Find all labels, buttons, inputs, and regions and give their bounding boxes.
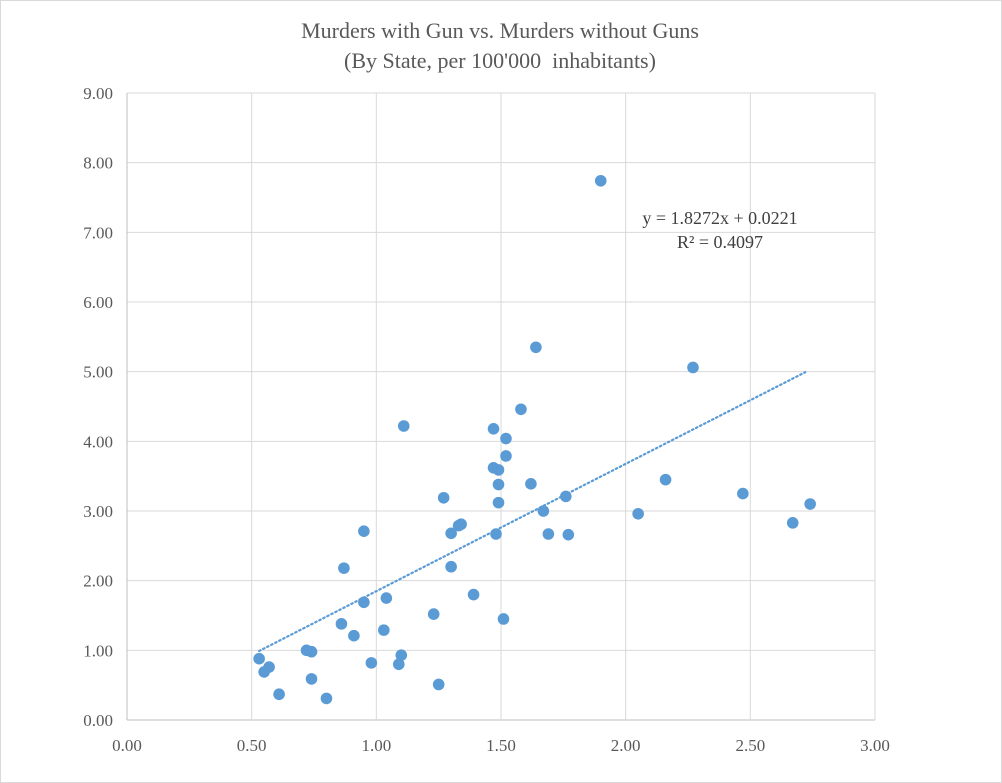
data-point — [560, 490, 572, 503]
data-point — [487, 422, 500, 435]
y-tick-label: 1.00 — [83, 641, 113, 660]
data-point — [338, 562, 350, 574]
trendline-r-squared: R² = 0.4097 — [677, 232, 763, 252]
data-point — [492, 478, 505, 491]
tick-labels: 0.00 1.00 2.00 3.00 4.00 5.00 6.00 7.00 8.00 9.00… — [83, 84, 890, 755]
data-point — [542, 528, 555, 540]
data-point — [737, 487, 749, 500]
data-point — [525, 478, 537, 490]
data-point — [687, 361, 699, 374]
data-point — [445, 560, 457, 573]
trendline-equation: y = 1.8272x + 0.0221 — [642, 208, 797, 228]
data-point — [500, 432, 512, 445]
gridlines — [126, 92, 876, 721]
x-tick-label: 0.00 — [112, 736, 142, 755]
data-point — [305, 645, 318, 658]
data-point — [432, 678, 445, 691]
x-tick-label: 1.50 — [486, 736, 516, 755]
data-point — [437, 491, 450, 504]
x-tick-label: 2.00 — [611, 736, 641, 755]
data-point — [392, 658, 405, 671]
data-point — [467, 588, 480, 601]
trendline-group — [258, 371, 807, 653]
y-tick-label: 9.00 — [83, 84, 113, 103]
data-point — [530, 341, 542, 354]
data-point — [515, 403, 527, 416]
data-points — [253, 174, 816, 705]
y-tick-label: 7.00 — [83, 223, 113, 242]
data-point — [263, 661, 275, 673]
y-tick-label: 8.00 — [83, 154, 113, 173]
data-point — [378, 624, 390, 636]
data-point — [348, 629, 360, 642]
data-point — [320, 692, 333, 705]
x-tick-label: 2.50 — [735, 736, 765, 755]
y-tick-label: 2.00 — [83, 572, 113, 591]
data-point — [492, 496, 505, 509]
x-tick-label: 0.50 — [237, 736, 267, 755]
data-point — [397, 420, 410, 432]
trendline — [258, 371, 807, 653]
data-point — [380, 592, 393, 604]
data-point — [305, 673, 318, 685]
y-tick-label: 3.00 — [83, 502, 113, 521]
y-tick-label: 0.00 — [83, 711, 113, 730]
data-point — [365, 657, 378, 669]
data-point — [455, 518, 467, 531]
data-point — [273, 688, 285, 701]
data-point — [562, 528, 575, 541]
data-point — [358, 596, 370, 609]
data-point — [395, 649, 408, 662]
y-tick-label: 5.00 — [83, 363, 113, 382]
x-tick-label: 3.00 — [860, 736, 890, 755]
data-point — [497, 613, 510, 625]
data-point — [804, 498, 816, 510]
y-tick-label: 4.00 — [83, 432, 113, 451]
x-tick-label: 1.00 — [361, 736, 391, 755]
data-point — [537, 505, 550, 517]
data-point — [427, 608, 440, 620]
data-point — [253, 652, 265, 665]
data-point — [500, 450, 512, 462]
data-point — [445, 527, 457, 540]
chart-title: Murders with Gun vs. Murders without Gun… — [301, 18, 699, 43]
data-point — [335, 618, 348, 630]
y-tick-label: 6.00 — [83, 293, 113, 312]
data-point — [492, 464, 505, 476]
data-point — [358, 525, 370, 538]
data-point — [594, 174, 607, 187]
data-point — [632, 507, 644, 520]
chart-subtitle: (By State, per 100'000 inhabitants) — [344, 48, 656, 73]
data-point — [490, 528, 502, 540]
data-point — [659, 473, 672, 486]
data-point — [786, 517, 799, 529]
